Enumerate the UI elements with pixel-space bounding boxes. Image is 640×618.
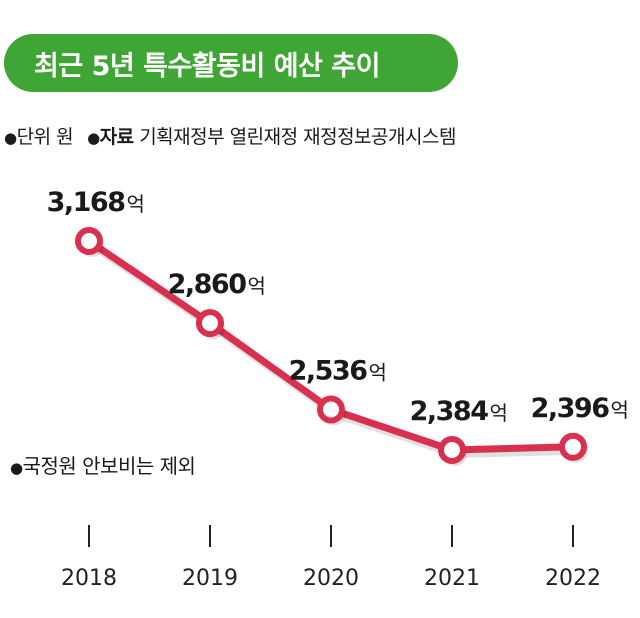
data-label-2020: 2,536 억 (289, 355, 386, 386)
chart-meta: ●단위 원 ●자료 기획재정부 열린재정 재정정보공개시스템 (4, 122, 456, 149)
x-tick-label-2018: 2018 (61, 566, 117, 591)
x-tick-label-2021: 2021 (424, 566, 480, 591)
x-tick-label-2019: 2019 (182, 566, 238, 591)
x-tick-label-2020: 2020 (303, 566, 359, 591)
data-point-2022 (559, 432, 587, 461)
chart-title-pill: 최근 5년 특수활동비 예산 추이 (4, 34, 458, 92)
unit-label: 단위 (16, 126, 51, 148)
data-label-2022: 2,396 억 (531, 393, 628, 424)
x-tick-label-2022: 2022 (545, 566, 601, 591)
data-label-2021: 2,384 억 (410, 396, 507, 427)
unit-bullet: ● (4, 129, 17, 147)
data-point-2021 (438, 436, 466, 464)
note-text: 국정원 안보비는 제외 (22, 454, 196, 478)
note-bullet: ● (10, 459, 23, 477)
data-point-2018 (75, 227, 103, 255)
source-value: 기획재정부 열린재정 재정정보공개시스템 (139, 126, 456, 148)
data-label-2018: 3,168 억 (47, 187, 144, 218)
data-label-2019: 2,860 억 (168, 269, 265, 300)
data-point-2019 (196, 309, 224, 338)
chart-note: ●국정원 안보비는 제외 (10, 450, 196, 479)
chart-title: 최근 5년 특수활동비 예산 추이 (34, 50, 380, 82)
data-point-2020 (317, 395, 345, 424)
source-label: 자료 (99, 126, 134, 148)
unit-value: 원 (56, 126, 74, 148)
source-bullet: ● (87, 129, 100, 147)
